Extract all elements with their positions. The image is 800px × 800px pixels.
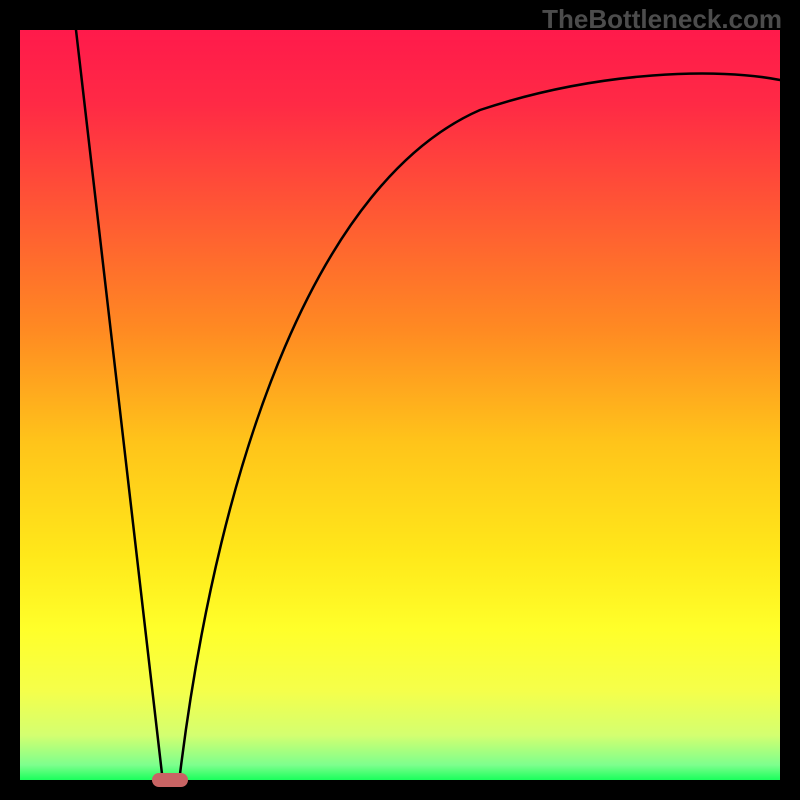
plot-area	[20, 30, 780, 780]
marker-layer	[20, 30, 780, 780]
chart-root: TheBottleneck.com	[0, 0, 800, 800]
optimal-marker	[152, 773, 188, 787]
watermark-text: TheBottleneck.com	[542, 4, 782, 35]
